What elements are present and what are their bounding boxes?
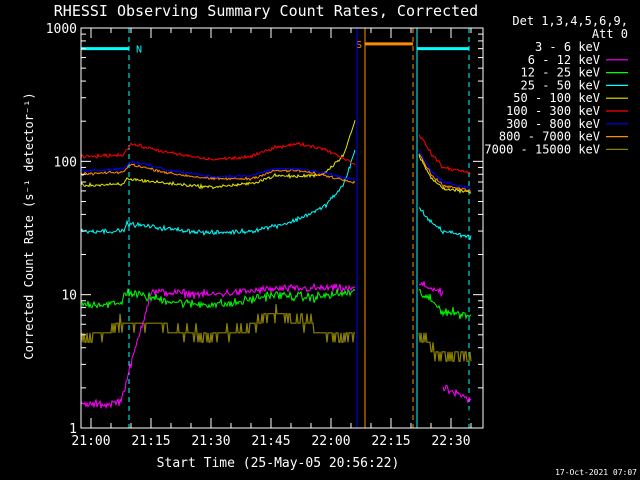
series-800-7000-kev-segment-0 bbox=[80, 163, 356, 184]
legend-header-line2: Att 0 bbox=[592, 27, 628, 41]
series-7000-15000-kev-segment-1 bbox=[418, 332, 472, 362]
x-tick-label-2100: 21:00 bbox=[71, 434, 110, 449]
series-6-12-kev-segment-2 bbox=[442, 384, 472, 403]
series-100-300-kev-segment-0 bbox=[80, 141, 356, 166]
legend-label-100-300-kev: 100 - 300 keV bbox=[506, 104, 600, 118]
flag-label-N: N bbox=[136, 45, 142, 56]
chart-timestamp: 17-Oct-2021 07:07 bbox=[555, 468, 637, 477]
y-tick-label-1000: 1000 bbox=[46, 22, 77, 37]
series-100-300-kev-segment-1 bbox=[418, 134, 472, 175]
legend-label-25-50-kev: 25 - 50 keV bbox=[521, 78, 600, 92]
x-tick-label-2115: 21:15 bbox=[131, 434, 170, 449]
plot-frame bbox=[80, 27, 484, 429]
x-tick-label-2215: 22:15 bbox=[371, 434, 410, 449]
series-25-50-kev-segment-0 bbox=[80, 149, 356, 237]
x-tick-label-2145: 21:45 bbox=[251, 434, 290, 449]
legend-label-7000-15000-kev: 7000 - 15000 keV bbox=[484, 142, 600, 156]
series-800-7000-kev-segment-1 bbox=[418, 153, 472, 192]
series-50-100-kev-segment-0 bbox=[80, 120, 356, 190]
series-25-50-kev-segment-1 bbox=[418, 207, 472, 241]
series-3-6-kev-segment-1 bbox=[425, 389, 472, 420]
chart-title: RHESSI Observing Summary Count Rates, Co… bbox=[54, 2, 478, 20]
legend-label-6-12-kev: 6 - 12 keV bbox=[528, 53, 600, 67]
x-tick-label-2200: 22:00 bbox=[311, 434, 350, 449]
y-tick-label-10: 10 bbox=[61, 289, 77, 304]
legend-label-50-100-kev: 50 - 100 keV bbox=[513, 91, 600, 105]
series-300-800-kev-segment-0 bbox=[80, 160, 356, 181]
series-6-12-kev-segment-1 bbox=[418, 281, 444, 298]
series-7000-15000-kev-segment-0 bbox=[80, 304, 355, 343]
axes: 1 10 100 1000 21:00 21:15 21:30 21:45 22:00 22:15… bbox=[46, 22, 484, 449]
x-tick-label-2230: 22:30 bbox=[431, 434, 470, 449]
series-12-25-kev-segment-0 bbox=[80, 288, 356, 310]
x-tick-label-2130: 21:30 bbox=[191, 434, 230, 449]
legend-header: Det 1,3,4,5,6,9, bbox=[512, 14, 628, 28]
y-tick-label-100: 100 bbox=[54, 155, 77, 170]
x-axis-label: Start Time (25-May-05 20:56:22) bbox=[157, 456, 400, 471]
y-axis-label: Corrected Count Rate (s⁻¹ detector⁻¹) bbox=[22, 92, 36, 359]
series-6-12-kev-segment-0 bbox=[80, 282, 356, 410]
legend-label-300-800-kev: 300 - 800 keV bbox=[506, 117, 600, 131]
series-300-800-kev-segment-1 bbox=[418, 150, 472, 190]
legend-label-3-6-kev: 3 - 6 keV bbox=[535, 40, 600, 54]
series-3-6-kev-segment-0 bbox=[127, 351, 355, 381]
legend-label-800-7000-kev: 800 - 7000 keV bbox=[499, 130, 600, 144]
series-12-25-kev-segment-1 bbox=[418, 288, 472, 321]
series-50-100-kev-segment-1 bbox=[418, 154, 472, 195]
legend-label-12-25-kev: 12 - 25 keV bbox=[521, 66, 600, 80]
y-tick-label-1: 1 bbox=[69, 422, 77, 437]
flag-label-S: S bbox=[356, 40, 362, 51]
